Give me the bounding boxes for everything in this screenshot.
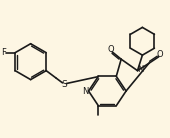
Text: N: N xyxy=(82,87,89,96)
Text: N: N xyxy=(137,65,143,75)
Text: F: F xyxy=(1,48,6,57)
Text: O: O xyxy=(107,45,114,54)
Text: S: S xyxy=(62,80,67,89)
Text: O: O xyxy=(157,50,163,59)
